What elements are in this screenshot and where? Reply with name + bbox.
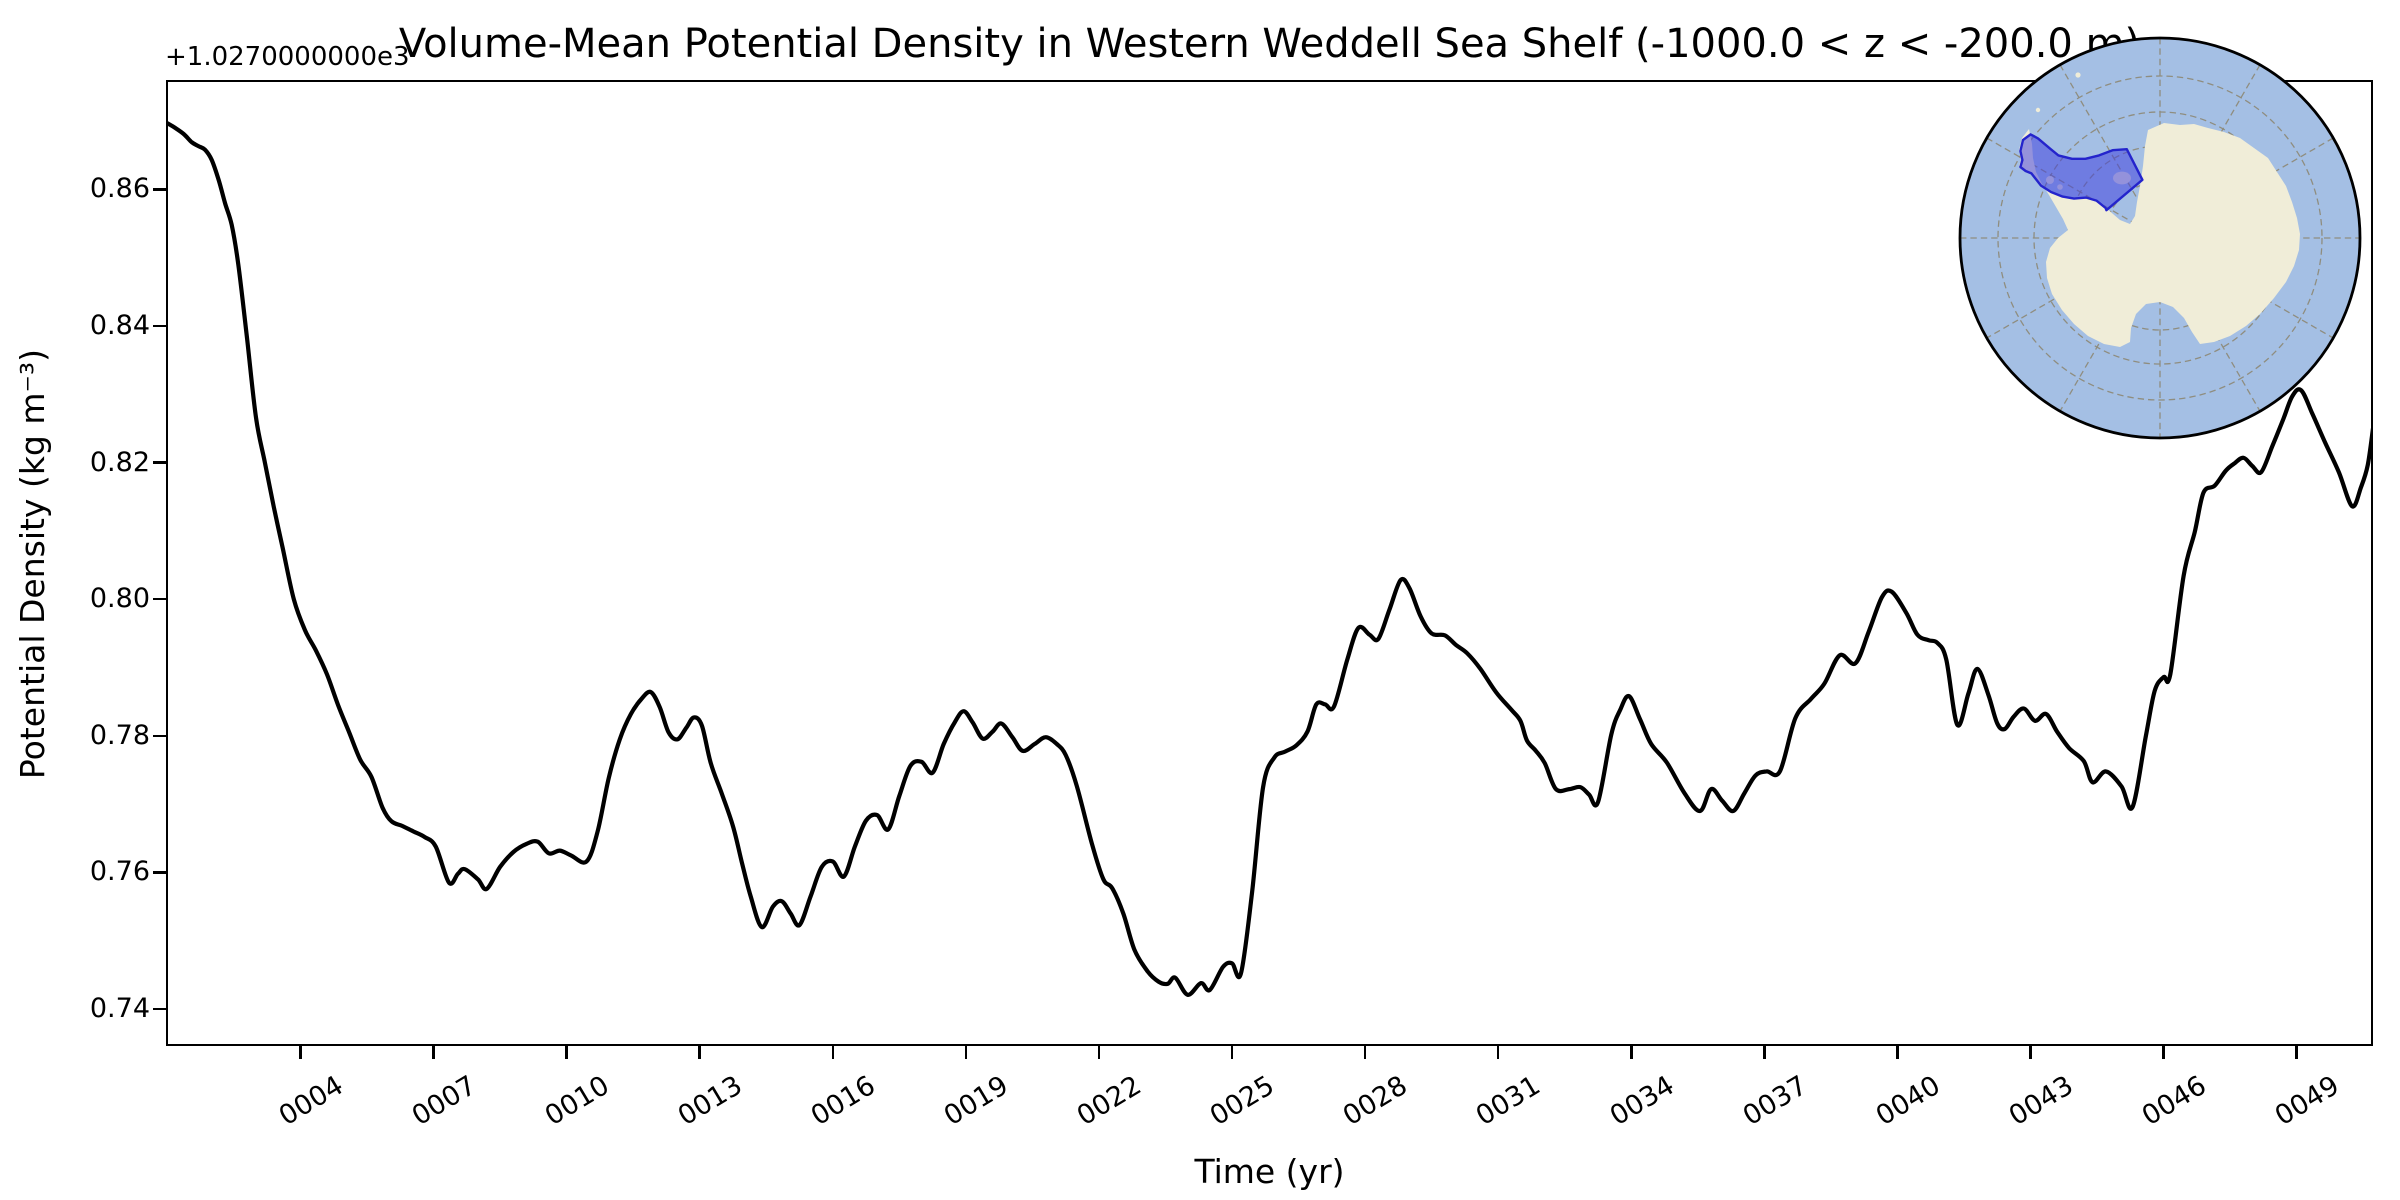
y-tick-mark	[153, 734, 166, 738]
y-tick-label: 0.84	[89, 309, 150, 341]
y-tick-mark	[153, 461, 166, 464]
inset-antarctica-map	[1954, 32, 2366, 444]
x-tick-mark	[299, 1046, 302, 1059]
x-tick-mark	[1097, 1046, 1101, 1059]
x-tick-mark	[964, 1046, 968, 1059]
x-tick-mark	[2029, 1046, 2032, 1059]
x-tick-mark	[2295, 1046, 2298, 1059]
line-plot	[166, 120, 2373, 997]
y-tick-label: 0.74	[89, 993, 150, 1025]
y-tick-mark	[153, 188, 166, 191]
x-tick-mark	[432, 1046, 435, 1059]
x-tick-label: 0025	[1205, 1070, 1280, 1132]
x-tick-label: 0022	[1072, 1070, 1147, 1132]
inset-border-circle	[1958, 36, 2362, 440]
x-tick-mark	[1896, 1046, 1899, 1059]
x-tick-mark	[1763, 1046, 1766, 1059]
x-tick-mark	[1496, 1046, 1500, 1059]
x-tick-mark	[1363, 1046, 1367, 1059]
x-tick-label: 0049	[2269, 1070, 2345, 1132]
weddell-shelf-region-highlight	[2019, 133, 2144, 212]
chart-title: Volume-Mean Potential Density in Western…	[398, 21, 2141, 67]
x-tick-mark	[1230, 1046, 1234, 1059]
x-tick-label: 0016	[805, 1070, 881, 1132]
x-tick-mark	[831, 1046, 834, 1059]
x-tick-mark	[565, 1046, 568, 1059]
x-tick-label: 0007	[406, 1070, 482, 1132]
x-tick-label: 0034	[1604, 1070, 1680, 1132]
y-tick-label: 0.82	[89, 446, 150, 478]
x-tick-label: 0037	[1737, 1070, 1813, 1132]
y-axis-label: Potential Density (kg m⁻³)	[13, 348, 52, 780]
y-tick-mark	[153, 871, 166, 874]
x-tick-label: 0043	[2003, 1070, 2079, 1132]
antarctica-landmass	[2019, 123, 2300, 347]
density-time-series-line	[166, 120, 2373, 997]
x-axis-label: Time (yr)	[1194, 1152, 1345, 1191]
x-tick-label: 0031	[1471, 1070, 1547, 1132]
y-tick-mark	[153, 1007, 166, 1011]
x-tick-mark	[698, 1046, 701, 1059]
x-tick-label: 0040	[1870, 1070, 1946, 1132]
x-tick-label: 0028	[1338, 1070, 1414, 1132]
y-tick-mark	[153, 324, 166, 328]
y-tick-label: 0.78	[89, 719, 150, 751]
island-dot	[2035, 107, 2041, 113]
x-tick-mark	[1630, 1046, 1633, 1059]
y-axis-offset-text: +1.0270000000e3	[165, 42, 410, 72]
y-tick-label: 0.86	[89, 173, 150, 205]
x-tick-label: 0013	[672, 1070, 748, 1132]
y-tick-label: 0.80	[89, 583, 150, 615]
x-tick-label: 0004	[273, 1070, 349, 1132]
graticule-parallel	[1997, 75, 2323, 401]
x-tick-mark	[2162, 1046, 2165, 1059]
x-tick-label: 0010	[539, 1070, 615, 1132]
x-tick-label: 0019	[938, 1070, 1014, 1132]
y-tick-mark	[153, 597, 166, 601]
island-dot	[2075, 72, 2081, 78]
y-tick-label: 0.76	[89, 856, 150, 888]
x-tick-label: 0046	[2136, 1070, 2212, 1132]
